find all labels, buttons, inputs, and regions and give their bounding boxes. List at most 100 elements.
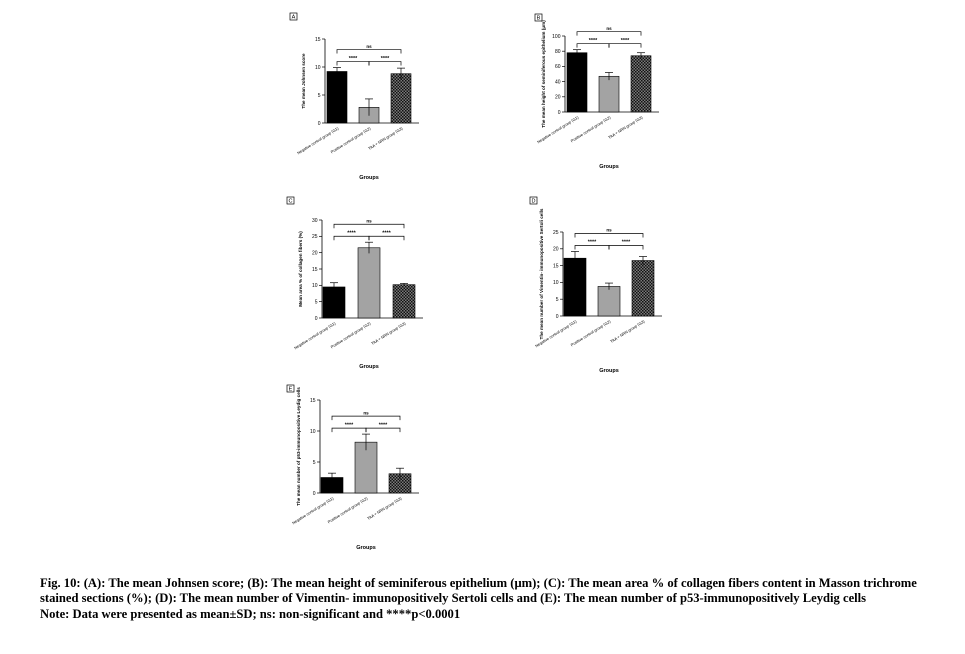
significance-bracket: ns [574, 228, 644, 238]
significance-bracket: **** [608, 38, 642, 48]
panel-label-letter: D [532, 199, 536, 205]
bracket-line [576, 31, 642, 36]
bracket-line [331, 415, 401, 421]
bar [390, 73, 412, 124]
significance-label: **** [347, 230, 356, 236]
y-tick-label: 25 [312, 234, 318, 240]
significance-label: ns [363, 410, 369, 415]
significance-label: **** [621, 38, 630, 44]
bar [392, 284, 416, 319]
significance-label: ns [366, 44, 372, 49]
bar [566, 52, 588, 113]
significance-bracket: **** [333, 230, 370, 241]
bar [322, 286, 346, 319]
bracket-line [608, 43, 642, 48]
significance-bracket: ns [336, 44, 402, 54]
bracket-line [336, 49, 402, 54]
bar [326, 71, 348, 124]
significance-label: **** [345, 422, 354, 428]
y-tick-label: 20 [555, 95, 561, 101]
chart-panel-c: C 0 5 10 15 20 25 30 Mean area % of collagen fib… [286, 196, 423, 370]
panel-label-box [534, 13, 543, 22]
significance-label: **** [382, 230, 391, 236]
y-tick-label: 60 [555, 64, 561, 70]
bracket-line [368, 61, 402, 66]
y-tick-label: 0 [313, 491, 316, 497]
x-axis-label: Groups [599, 164, 619, 170]
x-axis-label: Groups [359, 364, 379, 370]
panel-label: A [289, 12, 298, 21]
bar [631, 260, 655, 317]
bracket-line [333, 235, 370, 241]
y-tick-label: 5 [318, 93, 321, 99]
bar [630, 55, 652, 113]
bracket-line [608, 245, 644, 250]
y-axis-label: The mean Johnsen score [301, 53, 306, 109]
x-axis-label: Groups [359, 175, 379, 181]
y-axis-label: The mean height of seminiferous epitheli… [541, 20, 546, 128]
y-axis-label: The mean number of Vimentin- immunoposit… [539, 208, 544, 339]
bar [357, 247, 381, 319]
significance-bracket: **** [576, 38, 610, 48]
significance-bracket: **** [365, 422, 401, 433]
y-tick-label: 5 [313, 460, 316, 466]
panel-label: B [534, 13, 543, 22]
significance-bracket: **** [368, 230, 405, 241]
bracket-line [331, 427, 367, 433]
x-tick-label: TAA + NRN group (G3) [370, 320, 407, 346]
significance-bracket: **** [331, 422, 367, 433]
significance-bracket: **** [336, 56, 370, 66]
panel-label-letter: A [292, 15, 296, 21]
y-tick-label: 25 [553, 230, 559, 236]
chart-panel-d: D 0 5 10 15 20 25 The mean number of Vimentin- … [529, 196, 662, 374]
y-tick-label: 15 [315, 37, 321, 43]
bracket-line [336, 61, 370, 66]
y-tick-label: 15 [553, 263, 559, 269]
y-tick-label: 0 [556, 314, 559, 320]
panel-label-box [286, 196, 295, 205]
chart-panel-e: E 0 5 10 15 The mean number of p53-immunoposi… [286, 384, 419, 551]
significance-label: ns [366, 218, 372, 223]
y-axis-label: The mean number of p53-immunopositive Le… [296, 387, 301, 506]
significance-bracket: ns [576, 26, 642, 36]
panel-label-box [286, 384, 295, 393]
x-axis-label: Groups [356, 545, 376, 551]
bracket-line [576, 43, 610, 48]
x-tick-label: TAA + NRN group (G3) [607, 114, 644, 140]
bracket-line [574, 233, 644, 238]
panel-label-box [289, 12, 298, 21]
y-tick-label: 10 [315, 65, 321, 71]
significance-label: ns [606, 228, 612, 233]
significance-bracket: ns [331, 410, 401, 421]
y-tick-label: 20 [553, 247, 559, 253]
bracket-line [365, 427, 401, 433]
x-tick-label: TAA + NRN group (G3) [367, 125, 404, 151]
y-axis-label: Mean area % of collagen fibers (%) [298, 231, 303, 307]
significance-label: ns [606, 26, 612, 31]
y-tick-label: 15 [310, 398, 316, 404]
y-tick-label: 5 [315, 299, 318, 305]
bar [563, 257, 587, 317]
bar [597, 286, 621, 317]
significance-bracket: **** [574, 240, 610, 250]
significance-label: **** [589, 38, 598, 44]
y-tick-label: 10 [310, 429, 316, 435]
panel-label-box [529, 196, 538, 205]
bracket-line [574, 245, 610, 250]
significance-label: **** [349, 56, 358, 62]
y-tick-label: 10 [312, 283, 318, 289]
caption-text: Fig. 10: (A): The mean Johnsen score; (B… [40, 576, 917, 606]
y-tick-label: 100 [552, 34, 561, 40]
significance-label: **** [622, 240, 631, 246]
panel-label: E [286, 384, 295, 393]
chart-panel-b: B 0 20 40 60 80 100 The mean height of seminife… [534, 13, 659, 170]
y-tick-label: 30 [312, 218, 318, 224]
bracket-line [333, 223, 405, 229]
y-tick-label: 15 [312, 267, 318, 273]
y-tick-label: 5 [556, 297, 559, 303]
panel-label-letter: E [289, 387, 293, 393]
y-tick-label: 40 [555, 79, 561, 85]
significance-label: **** [379, 422, 388, 428]
bar [598, 75, 620, 113]
